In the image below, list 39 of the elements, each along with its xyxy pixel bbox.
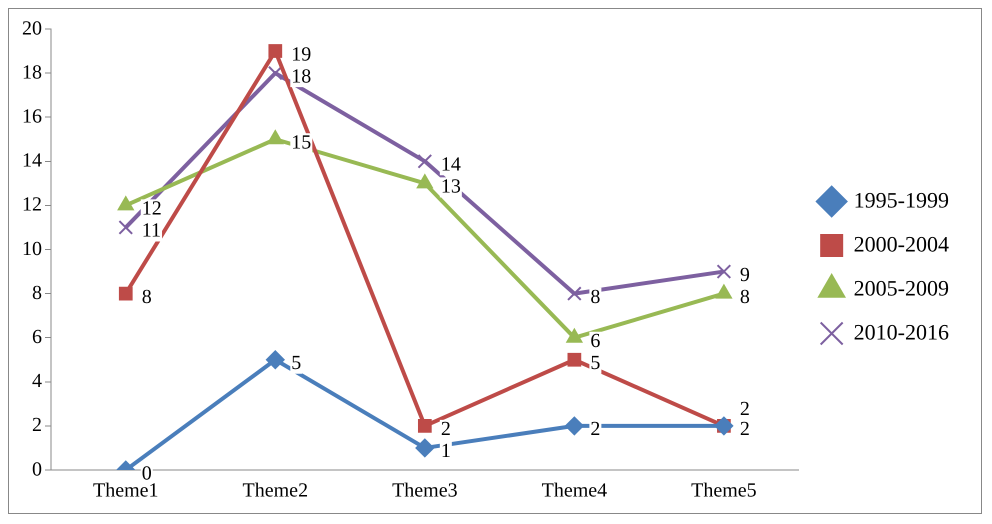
data-label: 13 [440,176,461,198]
data-label: 1 [440,440,451,462]
data-label: 8 [590,286,600,308]
data-label: 8 [740,286,750,308]
data-label: 6 [590,330,600,352]
legend-label: 2010-2016 [854,319,949,344]
data-label: 0 [142,462,152,484]
y-tick-label: 10 [22,238,42,260]
x-tick-label: Theme4 [542,479,608,502]
data-label: 9 [740,264,750,286]
x-tick-label: Theme5 [691,479,757,502]
y-tick-label: 4 [32,370,42,392]
y-tick-label: 14 [22,150,42,172]
y-tick-label: 12 [22,194,42,216]
legend-label: 2000-2004 [854,231,949,256]
data-label: 2 [590,418,600,440]
data-label: 2 [440,418,451,440]
data-label: 14 [440,154,461,176]
x-tick-label: Theme3 [392,479,458,502]
y-tick-label: 2 [32,414,42,436]
data-label: 15 [291,132,312,154]
data-label: 18 [291,65,312,88]
data-label: 5 [291,352,302,374]
y-tick-label: 20 [22,17,42,40]
data-label: 11 [142,220,162,242]
legend-label: 2005-2009 [854,275,949,300]
y-tick-label: 6 [32,326,42,348]
data-label: 2 [740,418,750,440]
y-tick-label: 0 [32,458,42,480]
y-tick-label: 16 [22,105,42,128]
y-tick-label: 18 [22,61,42,84]
data-label: 19 [291,43,312,66]
legend-label: 1995-1999 [854,187,949,212]
x-tick-label: Theme2 [242,479,308,502]
data-label: 8 [142,286,152,308]
y-tick-label: 8 [32,282,42,304]
data-label: 2 [740,398,750,420]
data-label: 5 [590,352,600,374]
data-label: 12 [142,198,162,220]
